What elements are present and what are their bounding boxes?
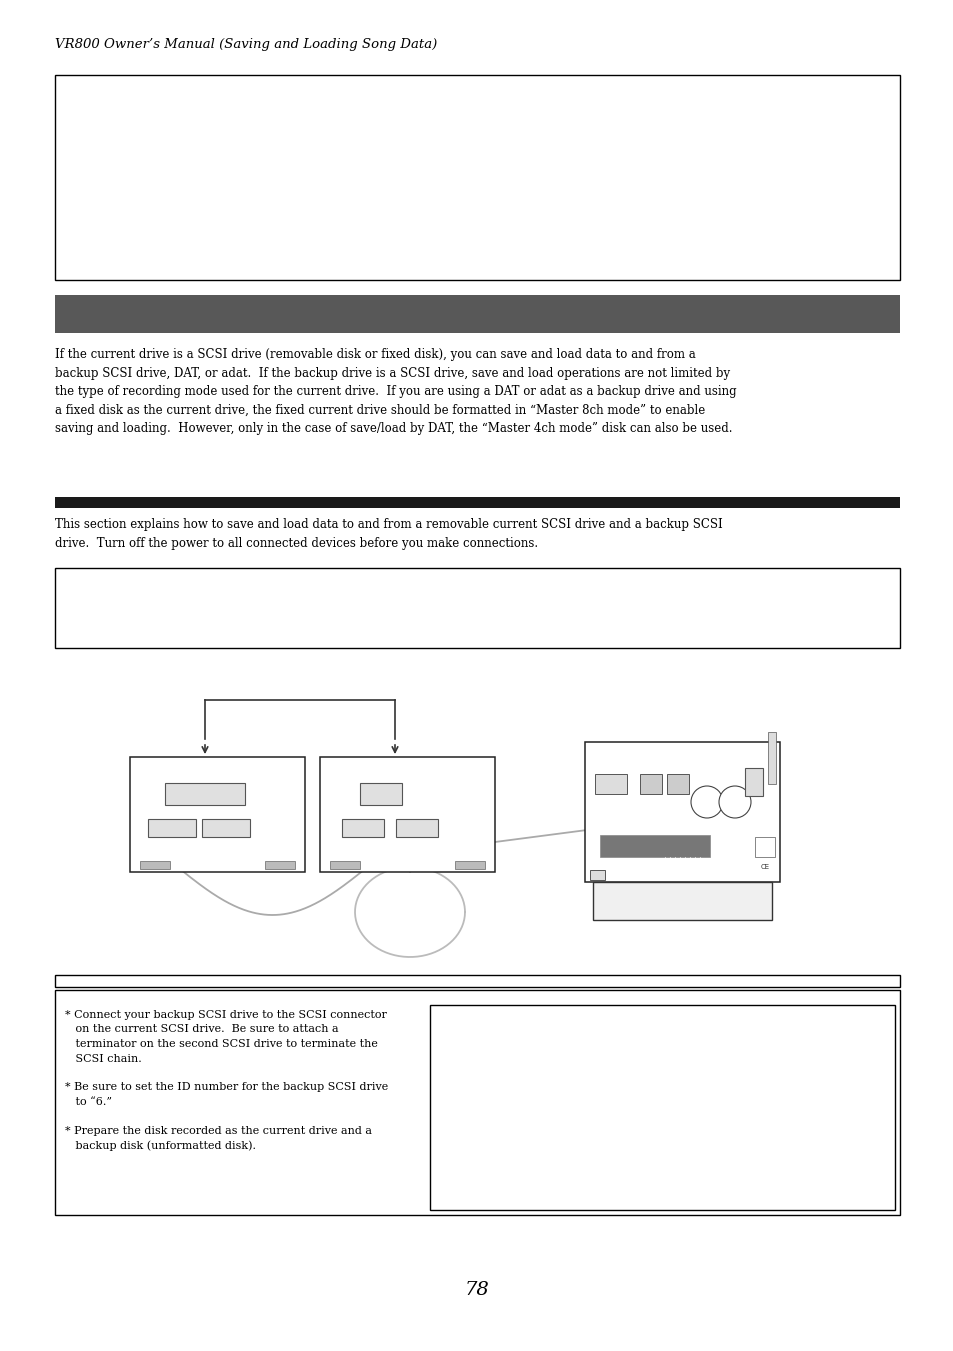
Circle shape [719, 786, 750, 817]
Bar [202, 819, 250, 838]
Text: VR800 Owner’s Manual (Saving and Loading Song Data): VR800 Owner’s Manual (Saving and Loading… [55, 38, 436, 51]
Bar [767, 732, 775, 784]
Bar [319, 757, 495, 871]
Bar [584, 742, 780, 882]
Bar [341, 819, 384, 838]
Text: terminator on the second SCSI drive to terminate the: terminator on the second SCSI drive to t… [65, 1039, 377, 1048]
Bar [265, 861, 294, 869]
Bar [744, 767, 762, 796]
Text: on the current SCSI drive.  Be sure to attach a: on the current SCSI drive. Be sure to at… [65, 1024, 338, 1035]
Text: * Prepare the disk recorded as the current drive and a: * Prepare the disk recorded as the curre… [65, 1125, 372, 1136]
Bar [754, 838, 774, 857]
Text: to “6.”: to “6.” [65, 1097, 112, 1106]
Bar [330, 861, 359, 869]
Bar [55, 567, 899, 648]
Bar [130, 757, 305, 871]
Bar [55, 975, 899, 988]
Text: CE: CE [760, 865, 769, 870]
Text: If the current drive is a SCSI drive (removable disk or fixed disk), you can sav: If the current drive is a SCSI drive (re… [55, 349, 736, 435]
Text: SCSI chain.: SCSI chain. [65, 1054, 142, 1063]
Bar [55, 990, 899, 1215]
Text: backup disk (unformatted disk).: backup disk (unformatted disk). [65, 1140, 255, 1151]
Bar [55, 497, 899, 508]
Bar [455, 861, 484, 869]
Text: 78: 78 [464, 1281, 489, 1300]
Circle shape [690, 786, 722, 817]
Bar [55, 295, 899, 332]
Bar [148, 819, 195, 838]
Bar [593, 882, 771, 920]
Bar [165, 784, 245, 805]
Bar [395, 819, 437, 838]
Bar [589, 870, 604, 880]
Text: This section explains how to save and load data to and from a removable current : This section explains how to save and lo… [55, 517, 722, 550]
Bar [639, 774, 661, 794]
Bar [55, 76, 899, 280]
Bar [599, 835, 709, 857]
Text: * Be sure to set the ID number for the backup SCSI drive: * Be sure to set the ID number for the b… [65, 1082, 388, 1093]
Bar [595, 774, 626, 794]
Bar [666, 774, 688, 794]
Bar [140, 861, 170, 869]
Text: * Connect your backup SCSI drive to the SCSI connector: * Connect your backup SCSI drive to the … [65, 1011, 387, 1020]
Bar [430, 1005, 894, 1210]
Bar [359, 784, 401, 805]
